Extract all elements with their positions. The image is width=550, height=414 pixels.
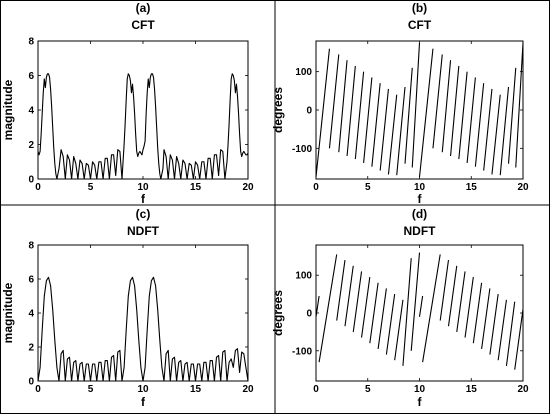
series-line xyxy=(315,42,524,178)
x-tick-label: 5 xyxy=(365,182,371,193)
x-tick-label: 0 xyxy=(35,384,41,395)
series-line xyxy=(37,276,249,382)
y-tick-label: 100 xyxy=(295,271,312,282)
y-tick-label: 2 xyxy=(28,140,34,151)
x-tick-label: 10 xyxy=(414,384,426,395)
y-tick-label: 6 xyxy=(28,275,34,286)
chart-title: CFT xyxy=(408,18,432,32)
y-axis-label: degrees xyxy=(271,290,285,336)
x-tick-label: 10 xyxy=(137,182,149,193)
y-tick-label: -100 xyxy=(292,144,312,155)
y-axis-label: degrees xyxy=(271,87,285,133)
chart-title: NDFT xyxy=(404,224,437,238)
y-tick-label: 0 xyxy=(306,309,312,320)
x-tick-label: 20 xyxy=(242,384,254,395)
x-axis-label: f xyxy=(418,395,423,409)
x-tick-label: 0 xyxy=(35,182,41,193)
x-tick-label: 0 xyxy=(313,384,319,395)
y-axis-label: magnitude xyxy=(1,282,15,343)
x-axis-label: f xyxy=(141,395,146,409)
x-tick-label: 0 xyxy=(313,182,319,193)
y-axis-label: magnitude xyxy=(1,79,15,140)
y-tick-label: 8 xyxy=(28,241,34,252)
x-tick-label: 15 xyxy=(466,182,478,193)
y-tick-label: 8 xyxy=(28,37,34,48)
y-tick-label: 0 xyxy=(306,106,312,117)
y-tick-label: -100 xyxy=(292,346,312,357)
panel-4: (d) NDFT 0 5 10 15 20 -100 0 100 f degrees xyxy=(271,207,529,409)
x-tick-label: 20 xyxy=(517,182,529,193)
y-tick-label: 2 xyxy=(28,343,34,354)
panel-label: (c) xyxy=(136,207,151,221)
panel-label: (a) xyxy=(136,1,151,15)
chart-title: NDFT xyxy=(127,224,160,238)
x-axis-label: f xyxy=(418,192,423,206)
x-tick-label: 5 xyxy=(88,182,94,193)
chart-title: CFT xyxy=(131,18,155,32)
panel-2: (b) CFT 0 5 10 15 20 -100 0 100 f degrees xyxy=(271,1,529,206)
series-line xyxy=(37,73,249,180)
series-line xyxy=(315,252,524,370)
x-axis-label: f xyxy=(141,192,146,206)
x-tick-label: 15 xyxy=(190,182,202,193)
x-tick-label: 15 xyxy=(190,384,202,395)
y-tick-label: 0 xyxy=(28,175,34,186)
y-tick-label: 100 xyxy=(295,67,312,78)
x-tick-label: 20 xyxy=(517,384,529,395)
y-tick-label: 6 xyxy=(28,71,34,82)
x-tick-label: 5 xyxy=(365,384,371,395)
x-tick-label: 10 xyxy=(137,384,149,395)
y-tick-label: 4 xyxy=(28,309,34,320)
panel-3: (c) NDFT 0 5 10 15 20 0 2 4 6 8 f magnitude xyxy=(1,207,254,409)
x-tick-label: 5 xyxy=(88,384,94,395)
panel-label: (b) xyxy=(412,1,427,15)
panel-1: (a) CFT 0 5 10 15 20 0 2 4 6 8 f magnitude xyxy=(1,1,254,206)
x-tick-label: 10 xyxy=(414,182,426,193)
y-tick-label: 0 xyxy=(28,377,34,388)
x-tick-label: 20 xyxy=(242,182,254,193)
x-tick-label: 15 xyxy=(466,384,478,395)
y-tick-label: 4 xyxy=(28,106,34,117)
panel-label: (d) xyxy=(412,207,427,221)
